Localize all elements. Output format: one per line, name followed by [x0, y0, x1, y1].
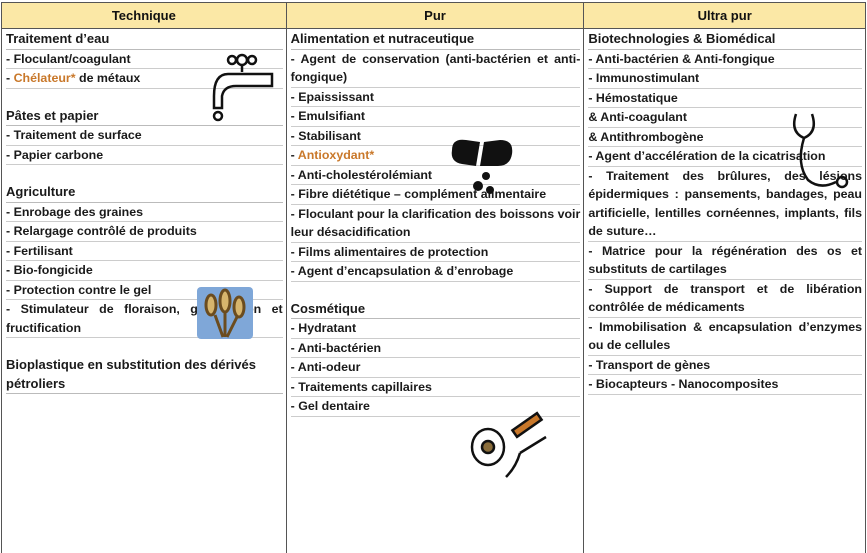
section: Cosmétique - Hydratant - Anti-bactérien - A…	[290, 300, 581, 417]
list-item: - Immobilisation & encapsulation d’enzym…	[588, 318, 862, 356]
column: Pur Alimentation et nutraceutique - Agent …	[286, 3, 585, 553]
list-item: - Films alimentaires de protection	[290, 243, 581, 262]
column-header: Pur	[286, 3, 584, 29]
list-item: - Enrobage des graines	[6, 203, 283, 222]
list-item: - Anti-odeur	[290, 358, 581, 378]
list-item: - Anti-cholestérolémiant	[290, 166, 581, 185]
list-item: & Anti-coagulant	[588, 108, 862, 128]
stethoscope-icon	[793, 113, 849, 189]
column-body: Biotechnologies & Biomédical - Anti-bacté…	[584, 29, 865, 413]
column: Technique Traitement d’eau - Floculant/coa…	[2, 3, 287, 553]
item-text: -	[6, 71, 14, 85]
section-title: Biotechnologies & Biomédical	[588, 30, 862, 50]
list-item: - Biocapteurs - Nanocomposites	[588, 375, 862, 395]
list-item: - Hydratant	[290, 319, 581, 339]
cosmetics-icon	[470, 411, 547, 478]
faucet-icon	[212, 53, 274, 122]
column-body: Traitement d’eau - Floculant/coagulant - C…	[2, 29, 286, 412]
section-title: Agriculture	[6, 183, 283, 203]
list-item: - Traitements capillaires	[290, 378, 581, 397]
list-item: - Traitement de surface	[6, 126, 283, 146]
list-item: - Epaississant	[290, 88, 581, 107]
list-item: - Hémostatique	[588, 89, 862, 108]
list-item: - Agent d’accélération de la cicatrisati…	[588, 147, 862, 167]
list-item: - Traitement des brûlures, des lésions é…	[588, 167, 862, 242]
list-item: & Antithrombogène	[588, 128, 862, 147]
section: Pâtes et papier - Traitement de surface - …	[6, 107, 283, 165]
section: Bioplastique en substitution des dérivés…	[6, 356, 283, 394]
list-item: - Emulsifiant	[290, 107, 581, 127]
grain-icon	[197, 287, 253, 339]
list-item: - Transport de gènes	[588, 356, 862, 375]
list-item: - Fibre diététique – complément alimenta…	[290, 185, 581, 205]
column-header: Ultra pur	[584, 3, 865, 29]
list-item: - Anti-bactérien	[290, 339, 581, 358]
list-item: - Floculant pour la clarification des bo…	[290, 205, 581, 243]
list-item: - Relargage contrôlé de produits	[6, 222, 283, 242]
capsule-icon	[451, 139, 513, 194]
section: Biotechnologies & Biomédical - Anti-bacté…	[588, 30, 862, 395]
section: Traitement d’eau - Floculant/coagulant - C…	[6, 30, 283, 89]
list-item: - Anti-bactérien & Anti-fongique	[588, 50, 862, 69]
highlighted-term: Chélateur*	[13, 71, 76, 85]
section-title: Traitement d’eau	[6, 30, 283, 50]
list-item: - Gel dentaire	[290, 397, 581, 417]
item-text: de métaux	[75, 71, 141, 85]
list-item: - Immunostimulant	[588, 69, 862, 89]
section-title: Pâtes et papier	[6, 107, 283, 126]
list-item: - Support de transport et de libération …	[588, 280, 862, 318]
list-item: - Agent d’encapsulation & d’enrobage	[290, 262, 581, 282]
list-item: - Antioxydant*	[290, 146, 581, 166]
list-item: - Protection contre le gel	[6, 281, 283, 300]
list-item: - Matrice pour la régénération des os et…	[588, 242, 862, 280]
list-item: - Fertilisant	[6, 242, 283, 261]
column-header: Technique	[2, 3, 286, 29]
item-text: -	[290, 148, 298, 162]
highlighted-term: Antioxydant*	[297, 148, 375, 162]
column: Ultra pur Biotechnologies & Biomédical - A…	[584, 3, 866, 553]
list-item: - Chélateur* de métaux	[6, 69, 283, 89]
list-item: - Floculant/coagulant	[6, 50, 283, 69]
list-item: - Agent de conservation (anti-bactérien …	[290, 50, 581, 88]
list-item: - Papier carbone	[6, 146, 283, 165]
column-body: Alimentation et nutraceutique - Agent de …	[287, 29, 584, 435]
section: Alimentation et nutraceutique - Agent de …	[290, 30, 581, 282]
section-title: Alimentation et nutraceutique	[290, 30, 581, 50]
list-item: - Bio-fongicide	[6, 261, 283, 281]
section-title: Bioplastique en substitution des dérivés…	[6, 356, 283, 394]
section-title: Cosmétique	[290, 300, 581, 319]
list-item: - Stabilisant	[290, 127, 581, 146]
